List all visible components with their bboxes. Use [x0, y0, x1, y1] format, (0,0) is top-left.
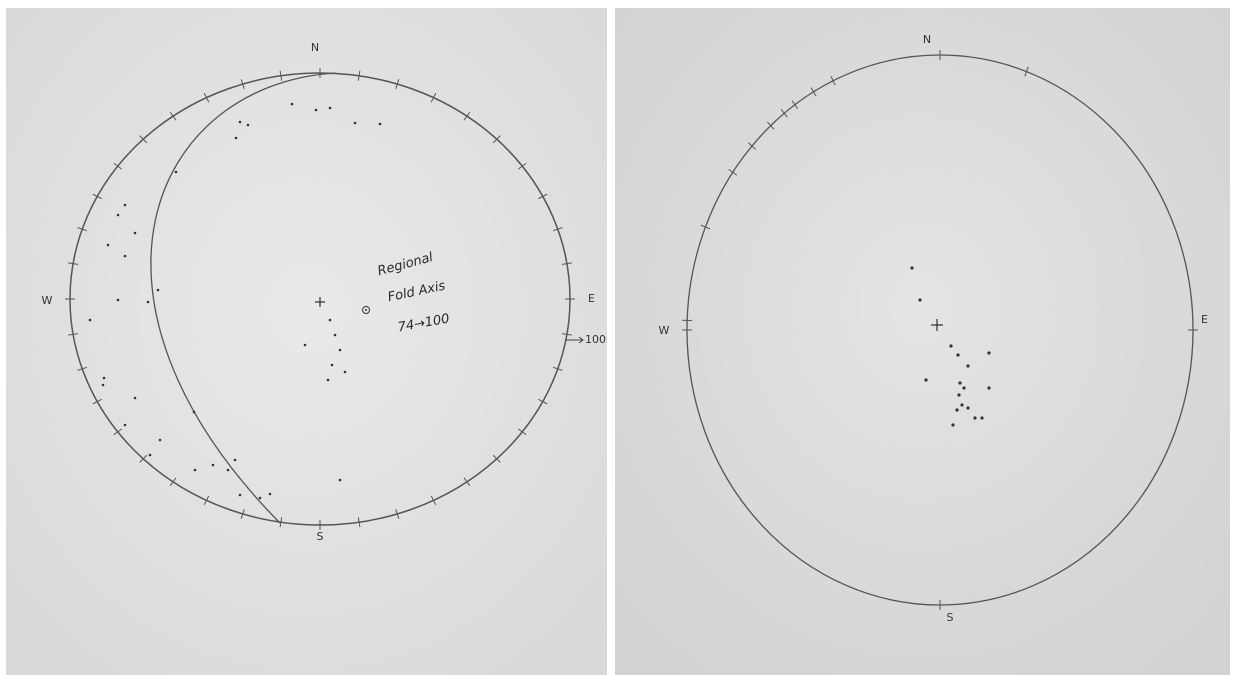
- east-label: E: [588, 292, 595, 305]
- pole: [966, 364, 969, 367]
- pole: [327, 379, 330, 382]
- pole: [966, 406, 969, 409]
- pole: [304, 344, 307, 347]
- pole: [227, 469, 230, 472]
- north-label: N: [311, 41, 319, 54]
- pole: [235, 137, 238, 140]
- pole: [124, 424, 127, 427]
- east-label: E: [1201, 313, 1208, 326]
- pole: [157, 289, 160, 292]
- pole: [957, 393, 960, 396]
- pole: [956, 353, 959, 356]
- pole: [124, 255, 127, 258]
- pole: [239, 494, 242, 497]
- pole: [103, 377, 106, 380]
- pole: [980, 416, 983, 419]
- pole: [354, 122, 357, 125]
- paper: [615, 8, 1230, 675]
- pole: [958, 381, 961, 384]
- pole: [329, 107, 332, 110]
- pole: [960, 403, 963, 406]
- arrow-label: 100: [585, 333, 606, 346]
- pole: [175, 171, 178, 174]
- pole: [987, 386, 990, 389]
- screenshot: N S E W Regional Fold Axis 74→100 100 N …: [0, 0, 1235, 675]
- pole: [973, 416, 976, 419]
- pole: [910, 266, 913, 269]
- pole: [124, 204, 127, 207]
- pole: [951, 423, 954, 426]
- pole: [159, 439, 162, 442]
- pole: [955, 408, 958, 411]
- pole: [193, 411, 196, 414]
- pole: [339, 349, 342, 352]
- pole: [117, 214, 120, 217]
- pole: [117, 299, 120, 302]
- pole: [344, 371, 347, 374]
- pole: [315, 109, 318, 112]
- north-label: N: [923, 33, 931, 46]
- pole: [331, 364, 334, 367]
- right-photo: N S E W: [615, 8, 1230, 675]
- pole: [234, 459, 237, 462]
- fold-axis-marker: [365, 309, 367, 311]
- west-label: W: [42, 294, 53, 307]
- pole: [379, 123, 382, 126]
- pole: [924, 378, 927, 381]
- pole: [194, 469, 197, 472]
- west-label: W: [659, 324, 670, 337]
- pole: [212, 464, 215, 467]
- pole: [134, 397, 137, 400]
- pole: [239, 121, 242, 124]
- south-label: S: [317, 530, 324, 543]
- pole: [107, 244, 110, 247]
- pole: [329, 319, 332, 322]
- pole: [147, 301, 150, 304]
- pole: [134, 232, 137, 235]
- pole: [291, 103, 294, 106]
- left-photo: N S E W Regional Fold Axis 74→100 100: [6, 8, 607, 675]
- pole: [334, 334, 337, 337]
- page: N S E W Regional Fold Axis 74→100 100 N …: [0, 0, 1235, 675]
- pole: [987, 351, 990, 354]
- pole: [949, 344, 952, 347]
- pole: [259, 497, 262, 500]
- pole: [89, 319, 92, 322]
- pole: [918, 298, 921, 301]
- pole: [247, 124, 250, 127]
- pole: [102, 384, 105, 387]
- south-label: S: [947, 611, 954, 624]
- pole: [339, 479, 342, 482]
- pole: [269, 493, 272, 496]
- pole: [962, 386, 965, 389]
- paper: [6, 8, 607, 675]
- pole: [149, 454, 152, 457]
